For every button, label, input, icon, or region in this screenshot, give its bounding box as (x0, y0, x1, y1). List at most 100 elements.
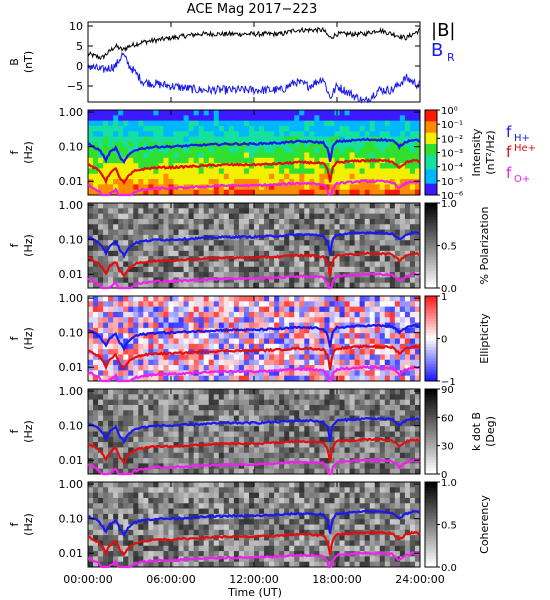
heatmap-cell (389, 452, 396, 459)
heatmap-cell (284, 234, 290, 241)
heatmap-cell (228, 296, 235, 302)
heatmap-cell (113, 410, 119, 416)
heatmap-cell (243, 482, 250, 488)
heatmap-cell (284, 463, 290, 470)
heatmap-cell (274, 157, 280, 164)
heatmap-cell (299, 365, 305, 371)
heatmap-cell (153, 296, 159, 302)
heatmap-cell (123, 306, 129, 313)
y-axis-unit: (Hz) (22, 141, 35, 164)
heatmap-cell (254, 224, 260, 230)
heatmap-cell (228, 168, 235, 175)
heatmap-cell (254, 317, 260, 323)
heatmap-cell (404, 420, 411, 427)
heatmap-cell (228, 125, 235, 132)
heatmap-cell (163, 415, 169, 422)
heatmap-cell (359, 317, 366, 323)
heatmap-cell (359, 120, 366, 127)
heatmap-cell (374, 168, 381, 175)
heatmap-cell (339, 213, 345, 220)
heatmap-cell (178, 301, 184, 308)
heatmap-cell (143, 492, 149, 499)
heatmap-cell (113, 343, 119, 350)
heatmap-cell (178, 168, 184, 175)
heatmap-cell (259, 322, 265, 329)
heatmap-cell (198, 245, 205, 252)
heatmap-cell (213, 229, 220, 236)
heatmap-cell (284, 224, 290, 230)
heatmap-cell (309, 131, 315, 137)
heatmap-cell (399, 333, 406, 339)
heatmap-cell (269, 213, 275, 220)
heatmap-cell (369, 301, 376, 308)
heatmap-cell (148, 179, 154, 185)
heatmap-cell (123, 301, 129, 308)
heatmap-cell (138, 266, 144, 273)
colorbar-segment (425, 208, 437, 212)
heatmap-cell (158, 189, 164, 196)
heatmap-cell (309, 311, 315, 318)
heatmap-cell (228, 203, 235, 209)
heatmap-cell (284, 266, 290, 273)
heatmap-cell (269, 322, 275, 329)
heatmap-cell (158, 301, 164, 308)
heatmap-cell (399, 301, 406, 308)
colorbar-segment (425, 175, 437, 179)
colorbar-segment (425, 338, 437, 342)
heatmap-cell (409, 349, 416, 355)
heatmap-cell (248, 301, 255, 308)
heatmap-cell (218, 218, 225, 225)
heatmap-cell (339, 436, 345, 443)
heatmap-cell (259, 354, 265, 361)
heatmap-cell (123, 540, 129, 547)
heatmap-cell (279, 296, 285, 302)
heatmap-cell (238, 173, 245, 180)
heatmap-cell (203, 125, 210, 132)
heatmap-cell (399, 173, 406, 180)
heatmap-cell (203, 218, 210, 225)
heatmap-cell (349, 224, 356, 230)
heatmap-cell (349, 394, 356, 401)
heatmap-cell (138, 282, 144, 289)
heatmap-cell (349, 317, 356, 323)
heatmap-cell (284, 189, 290, 196)
heatmap-cell (304, 256, 310, 262)
heatmap-cell (414, 404, 421, 411)
heatmap-cell (223, 224, 230, 230)
heatmap-cell (354, 442, 361, 448)
heatmap-cell (404, 277, 411, 284)
colorbar-segment (425, 318, 437, 322)
heatmap-cell (168, 147, 174, 153)
heatmap-cell (284, 447, 290, 454)
heatmap-cell (178, 389, 184, 395)
heatmap-cell (404, 141, 411, 148)
heatmap-cell (243, 266, 250, 273)
heatmap-cell (314, 468, 320, 475)
heatmap-cell (309, 277, 315, 284)
heatmap-cell (259, 240, 265, 246)
heatmap-cell (248, 272, 255, 278)
heatmap-cell (148, 333, 154, 339)
heatmap-cell (228, 431, 235, 438)
heatmap-cell (414, 173, 421, 180)
heatmap-cell (274, 452, 280, 459)
heatmap-cell (243, 189, 250, 196)
heatmap-cell (118, 442, 124, 448)
heatmap-cell (399, 131, 406, 137)
heatmap-cell (228, 173, 235, 180)
heatmap-cell (394, 115, 401, 122)
heatmap-cell (384, 245, 391, 252)
heatmap-cell (359, 375, 366, 382)
heatmap-cell (339, 317, 345, 323)
heatmap-cell (374, 234, 381, 241)
heatmap-cell (183, 333, 190, 339)
heatmap-cell (218, 415, 225, 422)
heatmap-cell (148, 349, 154, 355)
heatmap-cell (168, 256, 174, 262)
heatmap-cell (88, 224, 94, 230)
heatmap-cell (133, 370, 139, 377)
heatmap-cell (138, 404, 144, 411)
heatmap-cell (178, 497, 184, 504)
heatmap-cell (223, 317, 230, 323)
heatmap-cell (158, 234, 164, 241)
